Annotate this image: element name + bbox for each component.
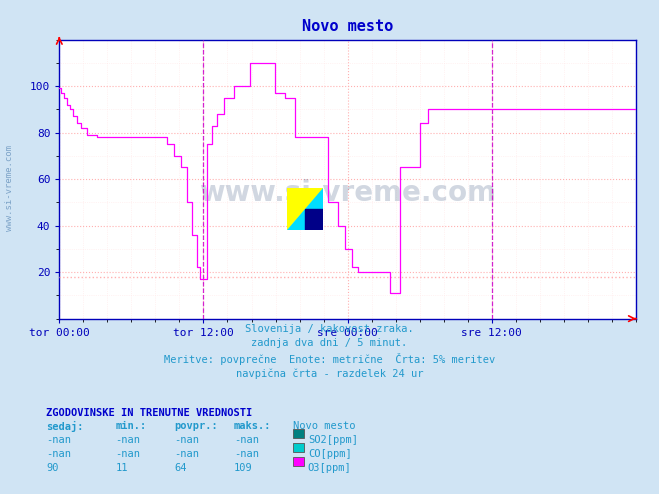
Text: -nan: -nan: [175, 449, 200, 459]
Text: zadnja dva dni / 5 minut.: zadnja dva dni / 5 minut.: [251, 338, 408, 348]
Text: 11: 11: [115, 463, 128, 473]
Text: povpr.:: povpr.:: [175, 421, 218, 431]
Text: www.si-vreme.com: www.si-vreme.com: [199, 179, 496, 207]
Text: -nan: -nan: [175, 435, 200, 445]
Text: -nan: -nan: [234, 435, 259, 445]
Polygon shape: [287, 188, 323, 230]
Text: -nan: -nan: [115, 435, 140, 445]
Text: sedaj:: sedaj:: [46, 421, 84, 432]
Text: -nan: -nan: [115, 449, 140, 459]
Polygon shape: [287, 188, 323, 230]
Text: Meritve: povprečne  Enote: metrične  Črta: 5% meritev: Meritve: povprečne Enote: metrične Črta:…: [164, 353, 495, 365]
Text: O3[ppm]: O3[ppm]: [308, 463, 351, 473]
Text: CO[ppm]: CO[ppm]: [308, 449, 351, 459]
Text: 90: 90: [46, 463, 59, 473]
Text: -nan: -nan: [46, 435, 71, 445]
Text: Slovenija / kakovost zraka.: Slovenija / kakovost zraka.: [245, 324, 414, 333]
Text: -nan: -nan: [46, 449, 71, 459]
Text: maks.:: maks.:: [234, 421, 272, 431]
Text: www.si-vreme.com: www.si-vreme.com: [5, 145, 14, 231]
Polygon shape: [304, 209, 323, 230]
Text: 64: 64: [175, 463, 187, 473]
Text: Novo mesto: Novo mesto: [293, 421, 356, 431]
Text: SO2[ppm]: SO2[ppm]: [308, 435, 358, 445]
Title: Novo mesto: Novo mesto: [302, 19, 393, 34]
Text: ZGODOVINSKE IN TRENUTNE VREDNOSTI: ZGODOVINSKE IN TRENUTNE VREDNOSTI: [46, 408, 252, 417]
Text: navpična črta - razdelek 24 ur: navpična črta - razdelek 24 ur: [236, 368, 423, 378]
Text: -nan: -nan: [234, 449, 259, 459]
Text: 109: 109: [234, 463, 252, 473]
Text: min.:: min.:: [115, 421, 146, 431]
